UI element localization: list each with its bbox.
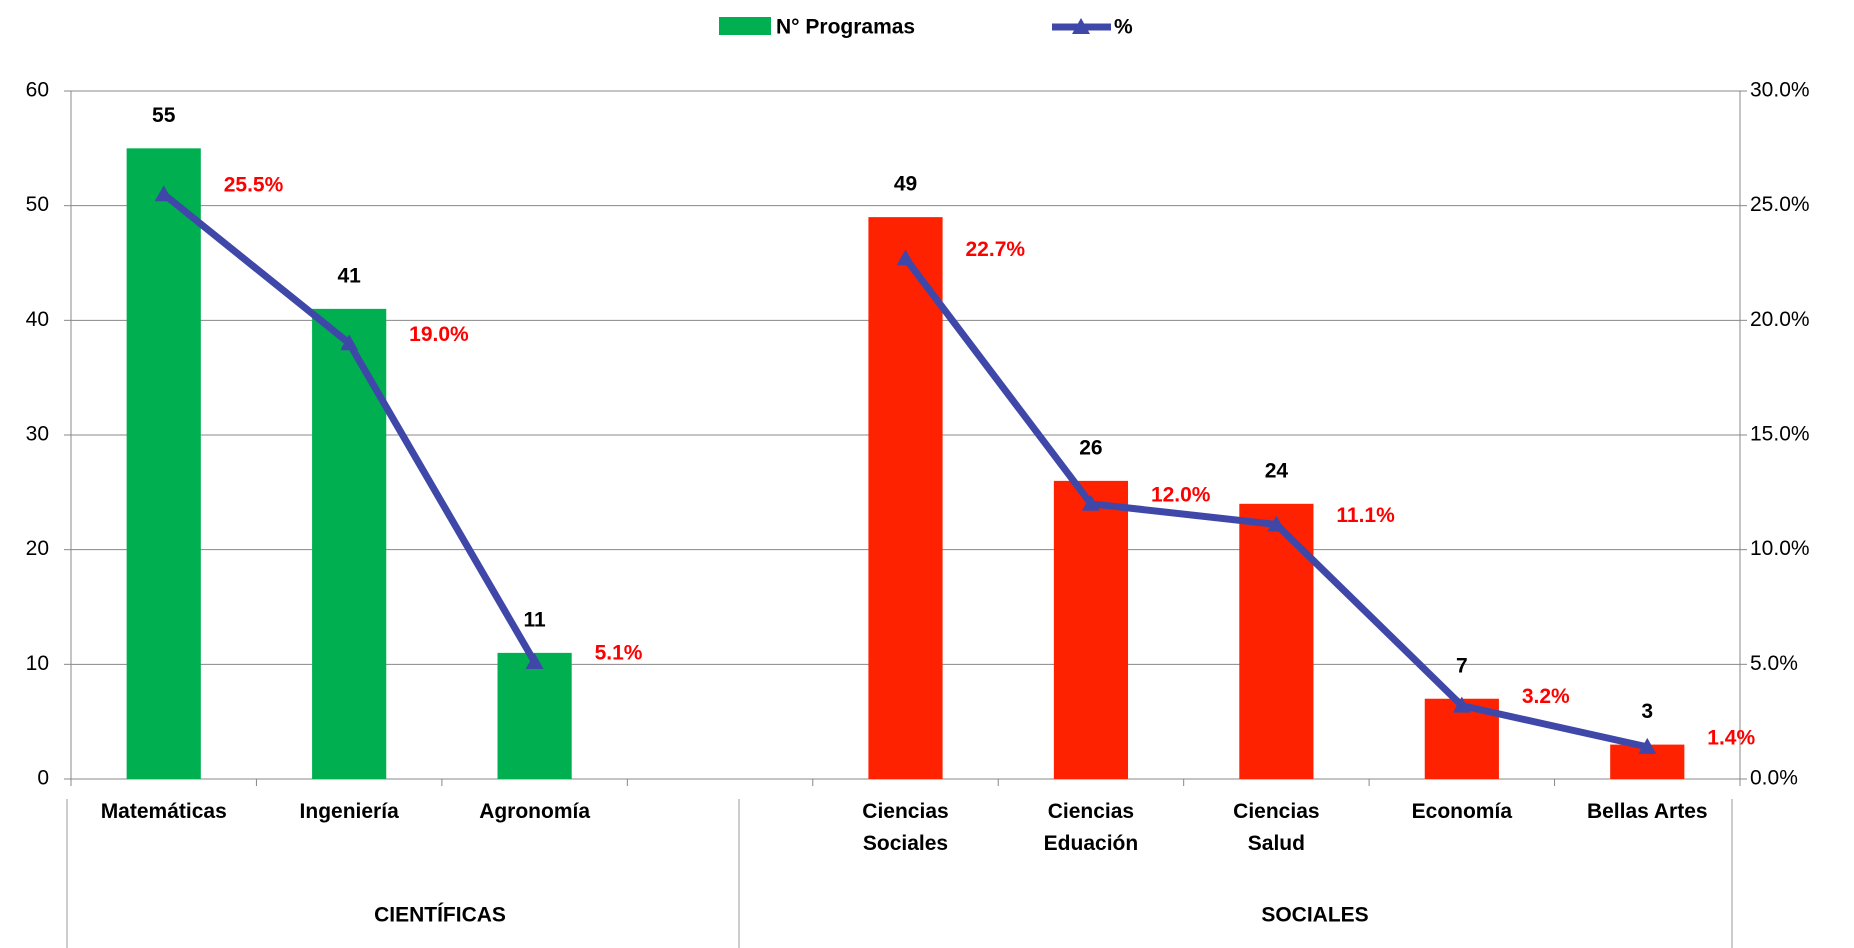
line-value-label: 25.5% xyxy=(224,174,284,197)
x-tick-label: Ciencias Salud xyxy=(1233,800,1320,855)
y-tick-label: 60 xyxy=(26,79,49,102)
legend-label: % xyxy=(1114,16,1133,39)
legend-label: N° Programas xyxy=(776,16,915,39)
bar-value-label: 7 xyxy=(1456,654,1468,677)
line-marker xyxy=(154,185,173,202)
bar-value-label: 3 xyxy=(1641,700,1653,723)
bar-value-label: 41 xyxy=(337,264,361,287)
line-marker xyxy=(1452,696,1471,713)
line-marker xyxy=(1638,737,1657,754)
bar-value-label: 24 xyxy=(1265,459,1289,482)
y2-tick-label: 5.0% xyxy=(1750,652,1798,675)
line-value-label: 1.4% xyxy=(1707,726,1755,749)
y2-tick-label: 30.0% xyxy=(1750,79,1810,102)
line-value-label: 5.1% xyxy=(595,642,643,665)
y-tick-label: 40 xyxy=(26,308,49,331)
line-marker xyxy=(1081,494,1100,511)
x-tick-label: Matemáticas xyxy=(100,800,227,823)
bar xyxy=(868,217,943,780)
legend-swatch xyxy=(1072,18,1090,34)
bar xyxy=(1053,480,1129,779)
line-value-label: 19.0% xyxy=(409,323,469,346)
bar-value-label: 11 xyxy=(524,608,547,631)
line-marker xyxy=(896,249,915,266)
bar xyxy=(126,148,201,780)
x-tick-label: Bellas Artes xyxy=(1586,800,1708,823)
bar-value-label: 55 xyxy=(152,104,176,127)
y-tick-label: 20 xyxy=(26,537,49,560)
line-value-label: 12.0% xyxy=(1151,483,1211,506)
line-marker xyxy=(340,334,359,351)
bar xyxy=(497,652,572,779)
line-value-label: 11.1% xyxy=(1336,504,1395,527)
x-tick-label: Ciencias Sociales xyxy=(862,800,949,855)
y2-tick-label: 25.0% xyxy=(1750,193,1810,216)
y-tick-label: 10 xyxy=(26,652,49,675)
bar-value-label: 49 xyxy=(894,173,917,196)
x-tick-label: Agronomía xyxy=(479,800,591,823)
y2-tick-label: 0.0% xyxy=(1750,767,1798,790)
x-tick-label: Economía xyxy=(1411,800,1512,823)
x-tick-label: Ciencias Eduación xyxy=(1043,800,1139,855)
y-tick-label: 0 xyxy=(37,767,49,790)
line-value-label: 3.2% xyxy=(1522,685,1570,708)
line-marker xyxy=(1267,515,1286,532)
y-tick-label: 30 xyxy=(26,423,49,446)
y-tick-label: 50 xyxy=(26,193,49,216)
legend-swatch xyxy=(719,17,771,35)
x-tick-label: Ingeniería xyxy=(299,800,399,823)
bar xyxy=(312,308,387,779)
y2-tick-label: 20.0% xyxy=(1750,308,1810,331)
line-value-label: 22.7% xyxy=(966,238,1026,261)
group-label: SOCIALES xyxy=(1261,904,1368,927)
bar-value-label: 26 xyxy=(1079,436,1102,459)
line-marker xyxy=(525,653,544,670)
y2-tick-label: 10.0% xyxy=(1750,537,1810,560)
group-label: CIENTÍFICAS xyxy=(374,904,506,927)
y2-tick-label: 15.0% xyxy=(1750,423,1810,446)
